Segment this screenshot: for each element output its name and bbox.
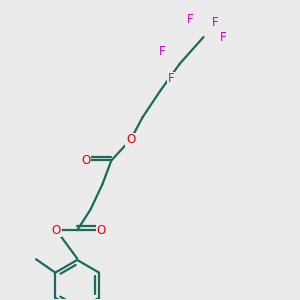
- Text: F: F: [187, 13, 194, 26]
- Text: F: F: [159, 45, 165, 58]
- Text: F: F: [167, 72, 174, 85]
- Text: O: O: [96, 224, 106, 237]
- Text: F: F: [220, 31, 226, 44]
- Text: O: O: [82, 154, 91, 167]
- Text: O: O: [126, 133, 135, 146]
- Text: F: F: [212, 16, 219, 29]
- Text: O: O: [52, 224, 61, 237]
